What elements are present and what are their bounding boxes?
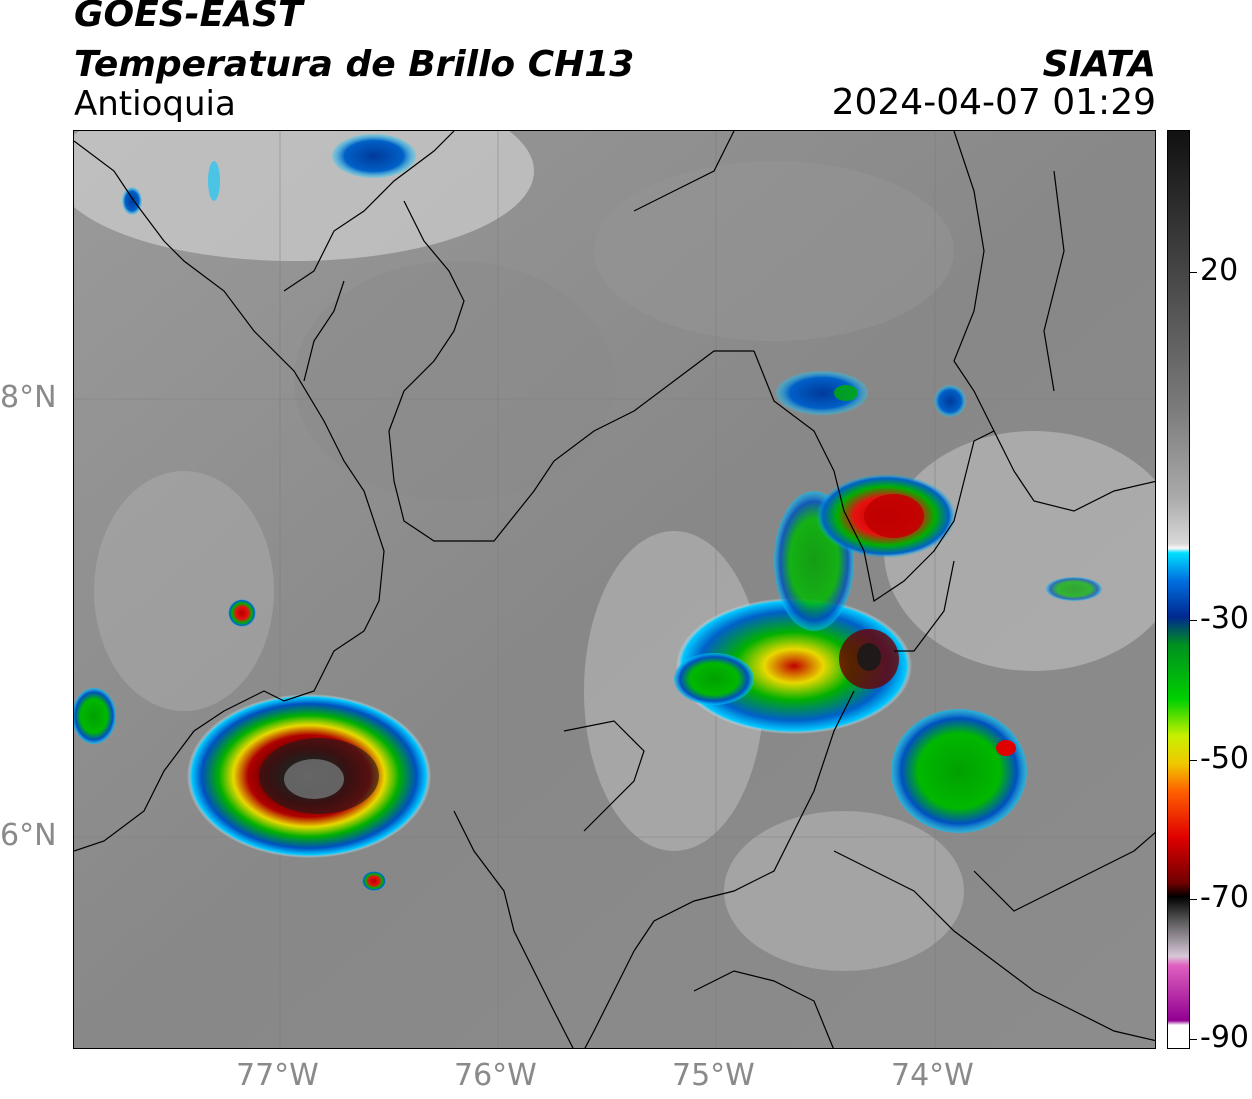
storm-cell-far-east [1046, 577, 1102, 601]
temperature-colorbar [1167, 130, 1190, 1049]
antioquia-north-border [388, 200, 754, 542]
lat-tick-6n: 6°N [0, 818, 57, 853]
storm-cell-small-west [228, 599, 256, 627]
storm-cell-north-a [776, 371, 868, 415]
convective-cells [74, 134, 1102, 891]
storm-cell-north-b [934, 385, 966, 417]
cloud-east [884, 431, 1155, 671]
antioquia-southwest-border [453, 810, 574, 1048]
region-label: Antioquia [74, 84, 236, 124]
datetime-label: 2024-04-07 01:29 [831, 82, 1156, 123]
product-title: Temperatura de Brillo CH13 [74, 44, 635, 85]
lon-tick-74w: 74°W [891, 1058, 974, 1093]
storm-cell-top [332, 134, 416, 178]
colorbar-label-20: 20 [1200, 253, 1239, 288]
cloud-west [94, 471, 274, 711]
storm-cell-edge [74, 688, 116, 744]
cloud-north [74, 131, 534, 261]
lon-tick-76w: 76°W [454, 1058, 537, 1093]
colorbar-label-minus70: -70 [1200, 880, 1249, 915]
colorbar-label-minus30: -30 [1200, 601, 1249, 636]
antioquia-south-border [584, 690, 855, 1048]
lat-tick-8n: 8°N [0, 380, 57, 415]
satellite-title: GOES-EAST [74, 0, 303, 35]
antioquia-east-border [753, 350, 995, 602]
municipality-outline [563, 720, 645, 832]
boundaries [74, 131, 1155, 1048]
colorbar-label-minus90: -90 [1200, 1020, 1249, 1055]
organization-label: SIATA [1042, 44, 1156, 85]
storm-cell-east [891, 709, 1027, 833]
lon-tick-75w: 75°W [672, 1058, 755, 1093]
colorbar-label-minus50: -50 [1200, 741, 1249, 776]
coastline-west [74, 140, 385, 852]
storm-cell-small-south [362, 871, 386, 891]
cloud-central [584, 531, 764, 851]
lon-tick-77w: 77°W [236, 1058, 319, 1093]
cloud-southeast [724, 811, 964, 971]
map-canvas [74, 131, 1155, 1048]
coastline-gulf [283, 131, 455, 292]
satellite-map[interactable] [73, 130, 1156, 1049]
